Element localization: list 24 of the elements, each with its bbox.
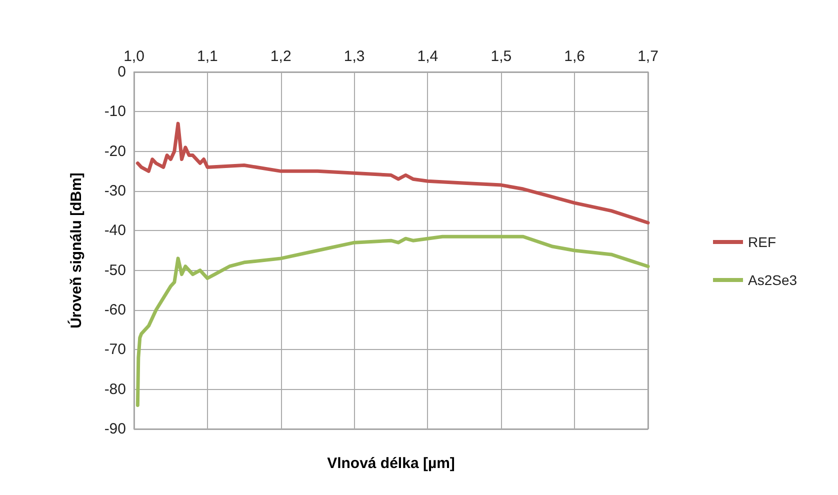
y-tick-label: -20 [104, 142, 126, 160]
y-tick-label: -30 [104, 182, 126, 200]
y-tick-label: -50 [104, 262, 126, 279]
line-series [136, 234, 650, 407]
x-tick-label: 1,0 [124, 48, 144, 65]
legend-label: As2Se3 [748, 272, 798, 288]
legend-label: REF [748, 234, 776, 250]
x-axis-title: Vlnová délka [µm] [327, 455, 455, 472]
y-tick-label: -10 [104, 103, 126, 120]
y-tick-label: -80 [104, 380, 126, 398]
x-tick-label: 1,6 [564, 48, 585, 65]
y-tick-label: -60 [104, 302, 126, 318]
y-axis-title: Úroveň signálu [dBm] [67, 172, 85, 328]
y-tick-label: 0 [118, 64, 126, 80]
x-tick-label: 1,2 [270, 48, 292, 65]
x-tick-label: 1,3 [344, 48, 365, 65]
x-tick-label: 1,5 [490, 48, 512, 65]
x-tick-label: 1,1 [197, 48, 218, 65]
x-tick-label: 1,4 [417, 48, 438, 65]
y-tick-label: -40 [104, 222, 126, 240]
line-series [136, 122, 650, 224]
y-tick-label: -70 [104, 341, 126, 358]
x-tick-label: 1,7 [638, 48, 658, 65]
y-tick-label: -90 [104, 420, 126, 438]
